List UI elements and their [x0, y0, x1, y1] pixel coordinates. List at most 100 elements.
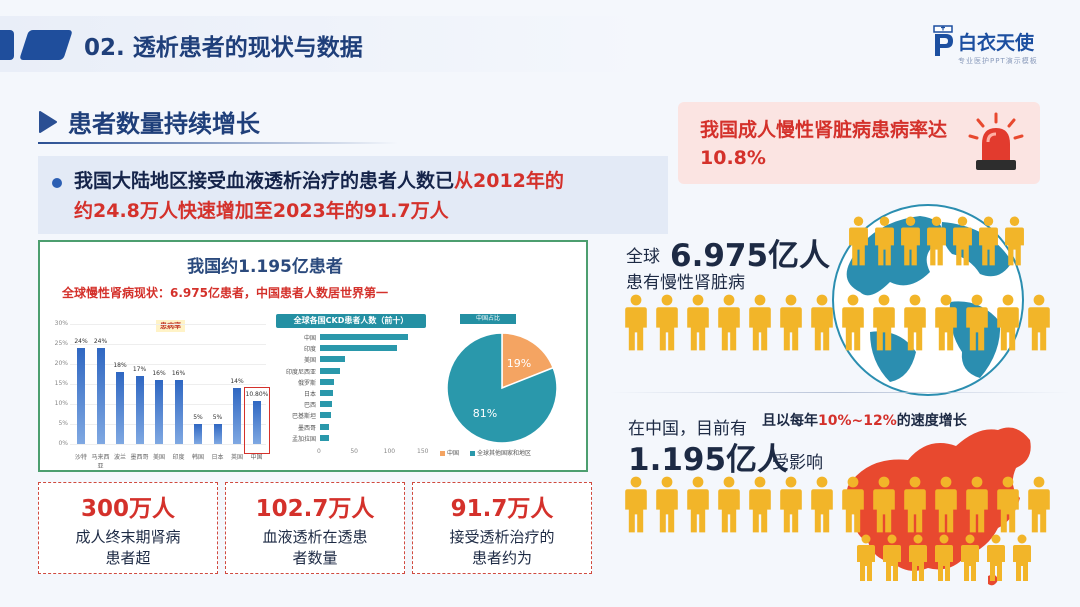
- person-icon: [1013, 534, 1031, 581]
- header-bar: 02. 透析患者的现状与数据: [0, 16, 1080, 72]
- global-patients-graphic: 全球 6.975亿人 患有慢性肾脏病: [610, 196, 1080, 396]
- person-icon: [842, 294, 864, 351]
- bar-category-label: 波兰: [113, 454, 126, 461]
- person-icon: [749, 294, 771, 351]
- hbar-category-label: 中国: [303, 335, 316, 342]
- person-icon: [625, 476, 647, 533]
- bar-value-label: 17%: [132, 366, 147, 373]
- legend-label: 全球其他国家和地区: [477, 450, 532, 457]
- nurse-cap-icon: [933, 25, 953, 56]
- grid-line: [70, 424, 266, 425]
- bar-category-label: 日本: [211, 454, 224, 461]
- grid-line: [70, 444, 266, 445]
- hbar: [320, 367, 340, 374]
- country-hbar-chart: 全球各国CKD患者人数（前十） 中国 印度 美国 印度尼西亚 俄罗斯 日本 巴西 巴基斯坦 墨西…: [276, 314, 428, 464]
- person-icon: [811, 476, 833, 533]
- hbar-category-label: 印度尼西亚: [285, 368, 316, 376]
- brand-logo: 白衣天使 专业医护PPT演示模板: [930, 20, 1050, 72]
- person-icon: [656, 294, 678, 351]
- person-icon: [901, 216, 920, 266]
- pie-value-label: 19%: [507, 357, 531, 370]
- hbar: [320, 378, 334, 385]
- bullet-text-highlight: 约24.8万人快速增加至2023年的91.7万人: [74, 200, 449, 222]
- person-icon: [966, 476, 988, 533]
- person-icon: [873, 294, 895, 351]
- china-share-pie-chart: 中国占比 19% 81% 中国 全球其他国家和地区: [440, 314, 564, 464]
- pie-legend-item: 中国: [440, 448, 459, 457]
- stat-card: 300万人 成人终末期肾病 患者超: [38, 482, 218, 574]
- bullet-text-highlight: 从2012年的: [454, 170, 564, 192]
- y-tick-label: 10%: [54, 400, 68, 407]
- bar-category-label: 美国: [152, 454, 165, 461]
- china-suffix: 受影响: [772, 453, 823, 473]
- pie-value-label: 81%: [473, 407, 497, 420]
- prevalence-bar-chart: 患病率 30% 25% 20% 15% 10% 5% 0% 24% 沙特 24% 马来西亚 18% 波兰…: [48, 314, 270, 470]
- bullet-dot: [52, 178, 62, 188]
- person-icon: [718, 476, 740, 533]
- stat-label-line: 血液透析在透患: [262, 528, 368, 546]
- bar: [213, 424, 222, 444]
- bar-category-label: 墨西哥: [130, 454, 149, 461]
- bar-category-label: 韩国: [191, 454, 204, 461]
- hbar-category-label: 孟加拉国: [291, 435, 316, 443]
- hbar: [320, 356, 346, 363]
- person-icon: [935, 534, 953, 581]
- hbar: [320, 434, 329, 441]
- legend-swatch: [440, 451, 445, 456]
- grid-line: [70, 324, 266, 325]
- pie-legend-item: 全球其他国家和地区: [470, 448, 531, 457]
- siren-icon: [968, 112, 1024, 170]
- prevalence-alert: 我国成人慢性肾脏病患病率达10.8%: [678, 102, 1040, 184]
- person-icon: [997, 476, 1019, 533]
- legend-swatch: [470, 451, 475, 456]
- bar-category-label: 印度: [172, 454, 185, 461]
- person-icon: [966, 294, 988, 351]
- china-number: 1.195亿人: [628, 442, 789, 478]
- section-divider: [610, 392, 1070, 393]
- hbar: [320, 412, 331, 419]
- stat-number: 300万人: [80, 496, 175, 522]
- y-tick-label: 30%: [54, 320, 68, 327]
- y-tick-label: 0%: [58, 440, 68, 447]
- person-icon: [625, 294, 647, 351]
- stat-card: 102.7万人 血液透析在透患 者数量: [225, 482, 405, 574]
- hbar: [320, 423, 330, 430]
- china-patients-graphic: 且以每年10%~12%的速度增长 在中国，目前有 1.195亿人 受影响: [610, 400, 1080, 600]
- person-icon: [987, 534, 1005, 581]
- bar-category-label: 马来西亚: [91, 454, 110, 470]
- person-icon: [873, 476, 895, 533]
- bullet-text-part: 我国大陆地区接受血液透析治疗的患者人数已: [74, 170, 455, 192]
- stat-number: 102.7万人: [255, 496, 375, 522]
- logo-subtitle: 专业医护PPT演示模板: [958, 57, 1038, 65]
- header-accent: [19, 30, 73, 60]
- hbar-category-label: 俄罗斯: [297, 379, 316, 387]
- chart-legend: 患病率: [156, 320, 185, 332]
- person-icon: [687, 476, 709, 533]
- highlight-box: [243, 386, 270, 454]
- panel-subtitle: 全球慢性肾病现状：6.975亿患者，中国患者人数居世界第一: [62, 286, 388, 300]
- person-icon: [1028, 294, 1050, 351]
- hbar-category-label: 美国: [303, 357, 316, 365]
- y-tick-label: 20%: [54, 360, 68, 367]
- person-icon: [1005, 216, 1024, 266]
- person-icon: [687, 294, 709, 351]
- person-icon: [935, 294, 957, 351]
- y-tick-label: 5%: [58, 420, 68, 427]
- person-icon: [935, 476, 957, 533]
- section-title: 患者数量持续增长: [68, 110, 260, 138]
- hbar: [320, 345, 397, 352]
- china-prefix: 在中国，目前有: [628, 419, 747, 439]
- growth-note: 且以每年10%~12%的速度增长: [762, 410, 967, 430]
- person-icon: [749, 476, 771, 533]
- alert-text: 我国成人慢性肾脏病患病率达10.8%: [700, 119, 948, 169]
- person-icon: [780, 294, 802, 351]
- bar-value-label: 5%: [193, 414, 203, 421]
- stat-label-line: 成人终末期肾病: [75, 528, 181, 546]
- stat-label-line: 者数量: [292, 549, 338, 567]
- logo-text: 白衣天使: [958, 32, 1035, 54]
- bar-category-label: 中国: [250, 454, 263, 461]
- bar: [252, 400, 261, 444]
- stat-label: 成人终末期肾病 患者超: [39, 527, 217, 569]
- header-accent: [0, 30, 14, 60]
- grid-line: [70, 404, 266, 405]
